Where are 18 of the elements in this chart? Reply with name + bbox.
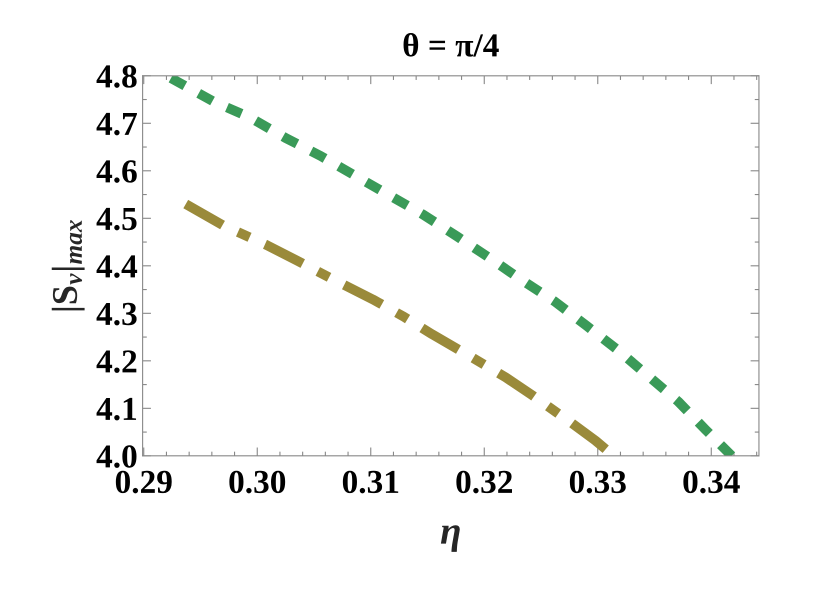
y-tick-label: 4.0 [96,445,136,468]
x-tick-label: 0.31 [342,470,398,494]
chart-title: θ = π/4 [404,33,499,57]
y-tick-label: 4.5 [96,208,137,230]
x-tick-label: 0.34 [683,470,740,494]
x-tick-label: 0.29 [116,470,172,494]
y-tick-label: 4.2 [96,350,136,373]
x-tick-label: 0.33 [570,470,626,494]
y-tick-label: 4.7 [96,112,137,136]
x-tick-label: 0.32 [456,470,512,494]
y-tick-label: 4.3 [96,302,137,326]
x-axis-title: η [440,525,460,552]
y-tick-label: 4.8 [96,65,137,88]
y-axis-title: |S$_{v}$|$_{max}$ [52,220,85,310]
y-tick-label: 4.4 [96,255,138,278]
y-tick-label: 4.1 [96,398,136,420]
x-tick-label: 0.30 [229,470,286,494]
y-tick-label: 4.6 [96,160,137,183]
